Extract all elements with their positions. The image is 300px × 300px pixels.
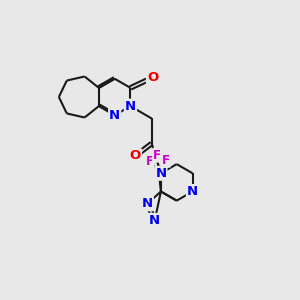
Text: N: N (125, 100, 136, 112)
Text: F: F (153, 149, 161, 162)
Text: O: O (130, 149, 141, 162)
Text: O: O (147, 71, 158, 84)
Text: F: F (162, 154, 170, 167)
Text: N: N (149, 214, 160, 227)
Text: N: N (155, 167, 167, 180)
Text: N: N (142, 197, 153, 210)
Text: F: F (146, 155, 154, 168)
Text: N: N (187, 185, 198, 198)
Text: N: N (109, 109, 120, 122)
